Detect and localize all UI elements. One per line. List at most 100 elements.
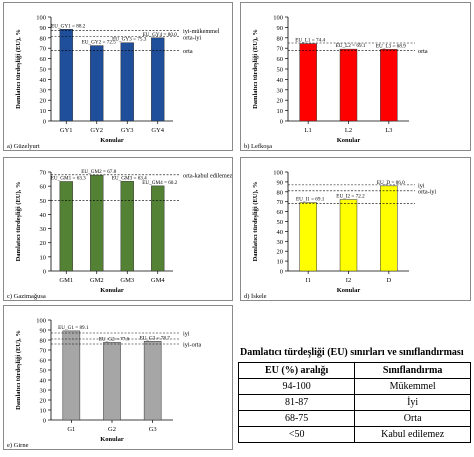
- y-tick-label: 10: [277, 259, 284, 266]
- bar: [339, 48, 358, 122]
- y-axis-label: Damlatıcı türdeşliği (EU), %: [15, 182, 22, 262]
- chart-lefkosa: 0 10 20 30 40 50 60 70 80 90 100 Damlatıcı türdeşli…: [244, 15, 428, 151]
- chart-gazimagusa: 0 10 20 30 40 50 60 70 Damlatıcı türdeşliği (EU)…: [7, 169, 233, 300]
- y-tick-label: 70: [277, 199, 284, 206]
- bar: [339, 199, 358, 272]
- y-tick-label: 60: [40, 358, 47, 365]
- y-tick-label: 100: [273, 15, 283, 22]
- y-tick-label: 0: [43, 269, 46, 276]
- data-label: EU_GY3 = 75.3: [112, 37, 147, 43]
- bar: [299, 202, 317, 272]
- y-tick-label: 40: [40, 77, 47, 84]
- reference-line-label: iyi: [418, 182, 425, 189]
- y-tick-label: 30: [40, 87, 47, 94]
- reference-line-label: orta-iyi: [183, 34, 201, 41]
- data-label: EU_L2 = 69.1: [336, 43, 366, 49]
- y-tick-label: 10: [40, 108, 47, 115]
- chart-guzelyurt: 0 10 20 30 40 50 60 70 80 90 100 Damlatıcı türdeşli…: [7, 15, 220, 151]
- y-tick-label: 50: [277, 219, 284, 226]
- panel-label: d) İskele: [244, 293, 267, 300]
- x-tick-label: GM2: [90, 277, 104, 284]
- y-tick-label: 90: [40, 25, 47, 32]
- y-tick-label: 70: [277, 46, 284, 53]
- y-tick-label: 70: [40, 348, 47, 355]
- y-tick-label: 80: [277, 189, 284, 196]
- y-tick-label: 10: [277, 108, 284, 115]
- data-label: EU_GM1 = 63.3: [51, 175, 86, 181]
- reference-line-label: orta: [418, 48, 428, 55]
- bar: [120, 42, 134, 122]
- x-tick-label: G1: [67, 426, 75, 433]
- y-tick-label: 90: [277, 25, 284, 32]
- y-tick-label: 30: [40, 226, 47, 233]
- data-label: EU_GY2 = 72.5: [82, 40, 117, 46]
- y-tick-label: 50: [40, 198, 47, 205]
- y-tick-label: 30: [40, 388, 47, 395]
- y-tick-label: 80: [40, 338, 47, 345]
- y-tick-label: 100: [36, 15, 46, 22]
- bar: [103, 342, 121, 421]
- panel-label: a) Güzelyurt: [7, 143, 40, 150]
- table-cell-class: Orta: [354, 410, 471, 427]
- y-tick-label: 40: [277, 229, 284, 236]
- y-tick-label: 20: [40, 398, 47, 405]
- y-tick-label: 80: [40, 35, 47, 42]
- data-label: EU_L3 = 68.9: [376, 43, 406, 49]
- x-tick-label: GY2: [90, 127, 103, 134]
- reference-line-label: iyi-orta: [183, 342, 201, 349]
- classification-table: EU (%) aralığı Sınıflandırma 94-100 Müke…: [237, 362, 471, 443]
- y-tick-label: 20: [277, 98, 284, 105]
- y-tick-label: 0: [43, 418, 46, 425]
- x-tick-label: GY4: [151, 127, 164, 134]
- y-tick-label: 50: [40, 67, 47, 74]
- y-tick-label: 40: [277, 77, 284, 84]
- bar: [143, 341, 162, 421]
- bar: [151, 185, 165, 272]
- x-tick-label: GM3: [120, 277, 134, 284]
- data-label: EU_GM4 = 60.2: [142, 180, 177, 186]
- x-tick-label: L3: [385, 127, 392, 134]
- x-tick-label: G3: [149, 426, 157, 433]
- bar: [299, 43, 317, 122]
- classification-table-block: Damlatıcı türdeşliği (EU) sınırları ve s…: [237, 347, 471, 443]
- data-label: EU_G2 = 77.6: [99, 336, 130, 342]
- data-label: EU_G3 = 78.7: [139, 335, 170, 341]
- chart-panel-lefkosa: 0 10 20 30 40 50 60 70 80 90 100 Damlatıcı türdeşli…: [240, 2, 471, 151]
- table-title: Damlatıcı türdeşliği (EU) sınırları ve s…: [240, 347, 464, 358]
- y-tick-label: 60: [40, 184, 47, 191]
- data-label: EU_GM3 = 63.4: [112, 175, 147, 181]
- x-tick-label: D: [386, 277, 391, 284]
- data-label: EU_L1 = 74.4: [295, 38, 325, 44]
- y-tick-label: 40: [40, 378, 47, 385]
- y-tick-label: 20: [277, 249, 284, 256]
- y-tick-label: 30: [277, 239, 284, 246]
- data-label: EU_GY4 = 80.0: [143, 32, 178, 38]
- table-row: 94-100 Mükemmel: [237, 378, 471, 395]
- table-cell-range: 81-87: [237, 394, 356, 411]
- panel-label: b) Lefkoşa: [244, 143, 272, 150]
- bar: [380, 49, 398, 122]
- data-label: EU_GM2 = 67.8: [81, 169, 116, 175]
- x-axis-label: Konular: [337, 137, 361, 144]
- y-axis-label: Damlatıcı türdeşliği (EU), %: [252, 182, 259, 262]
- y-tick-label: 60: [40, 56, 47, 63]
- bar: [90, 174, 104, 272]
- chart-panel-guzelyurt: 0 10 20 30 40 50 60 70 80 90 100 Damlatıcı türdeşli…: [3, 2, 233, 151]
- table-cell-range: <50: [237, 426, 356, 443]
- panel-label: c) Gazimağusa: [7, 293, 46, 300]
- data-label: EU_I1 = 69.1: [296, 197, 325, 203]
- table-cell-class: Mükemmel: [354, 378, 471, 395]
- table-header-row: EU (%) aralığı Sınıflandırma: [237, 362, 471, 379]
- x-axis-label: Konular: [100, 137, 124, 144]
- y-tick-label: 100: [273, 170, 283, 177]
- table-header-class: Sınıflandırma: [354, 362, 471, 379]
- bar: [90, 45, 104, 122]
- y-tick-label: 0: [280, 119, 283, 126]
- x-axis-label: Konular: [337, 287, 361, 294]
- y-tick-label: 10: [40, 408, 47, 415]
- table-header-range: EU (%) aralığı: [237, 362, 356, 379]
- chart-panel-iskele: 0 10 20 30 40 50 60 70 80 90 100 Damlatıcı türdeşli…: [240, 157, 471, 301]
- table-cell-range: 94-100: [237, 378, 356, 395]
- table-row: 81-87 İyi: [237, 394, 471, 411]
